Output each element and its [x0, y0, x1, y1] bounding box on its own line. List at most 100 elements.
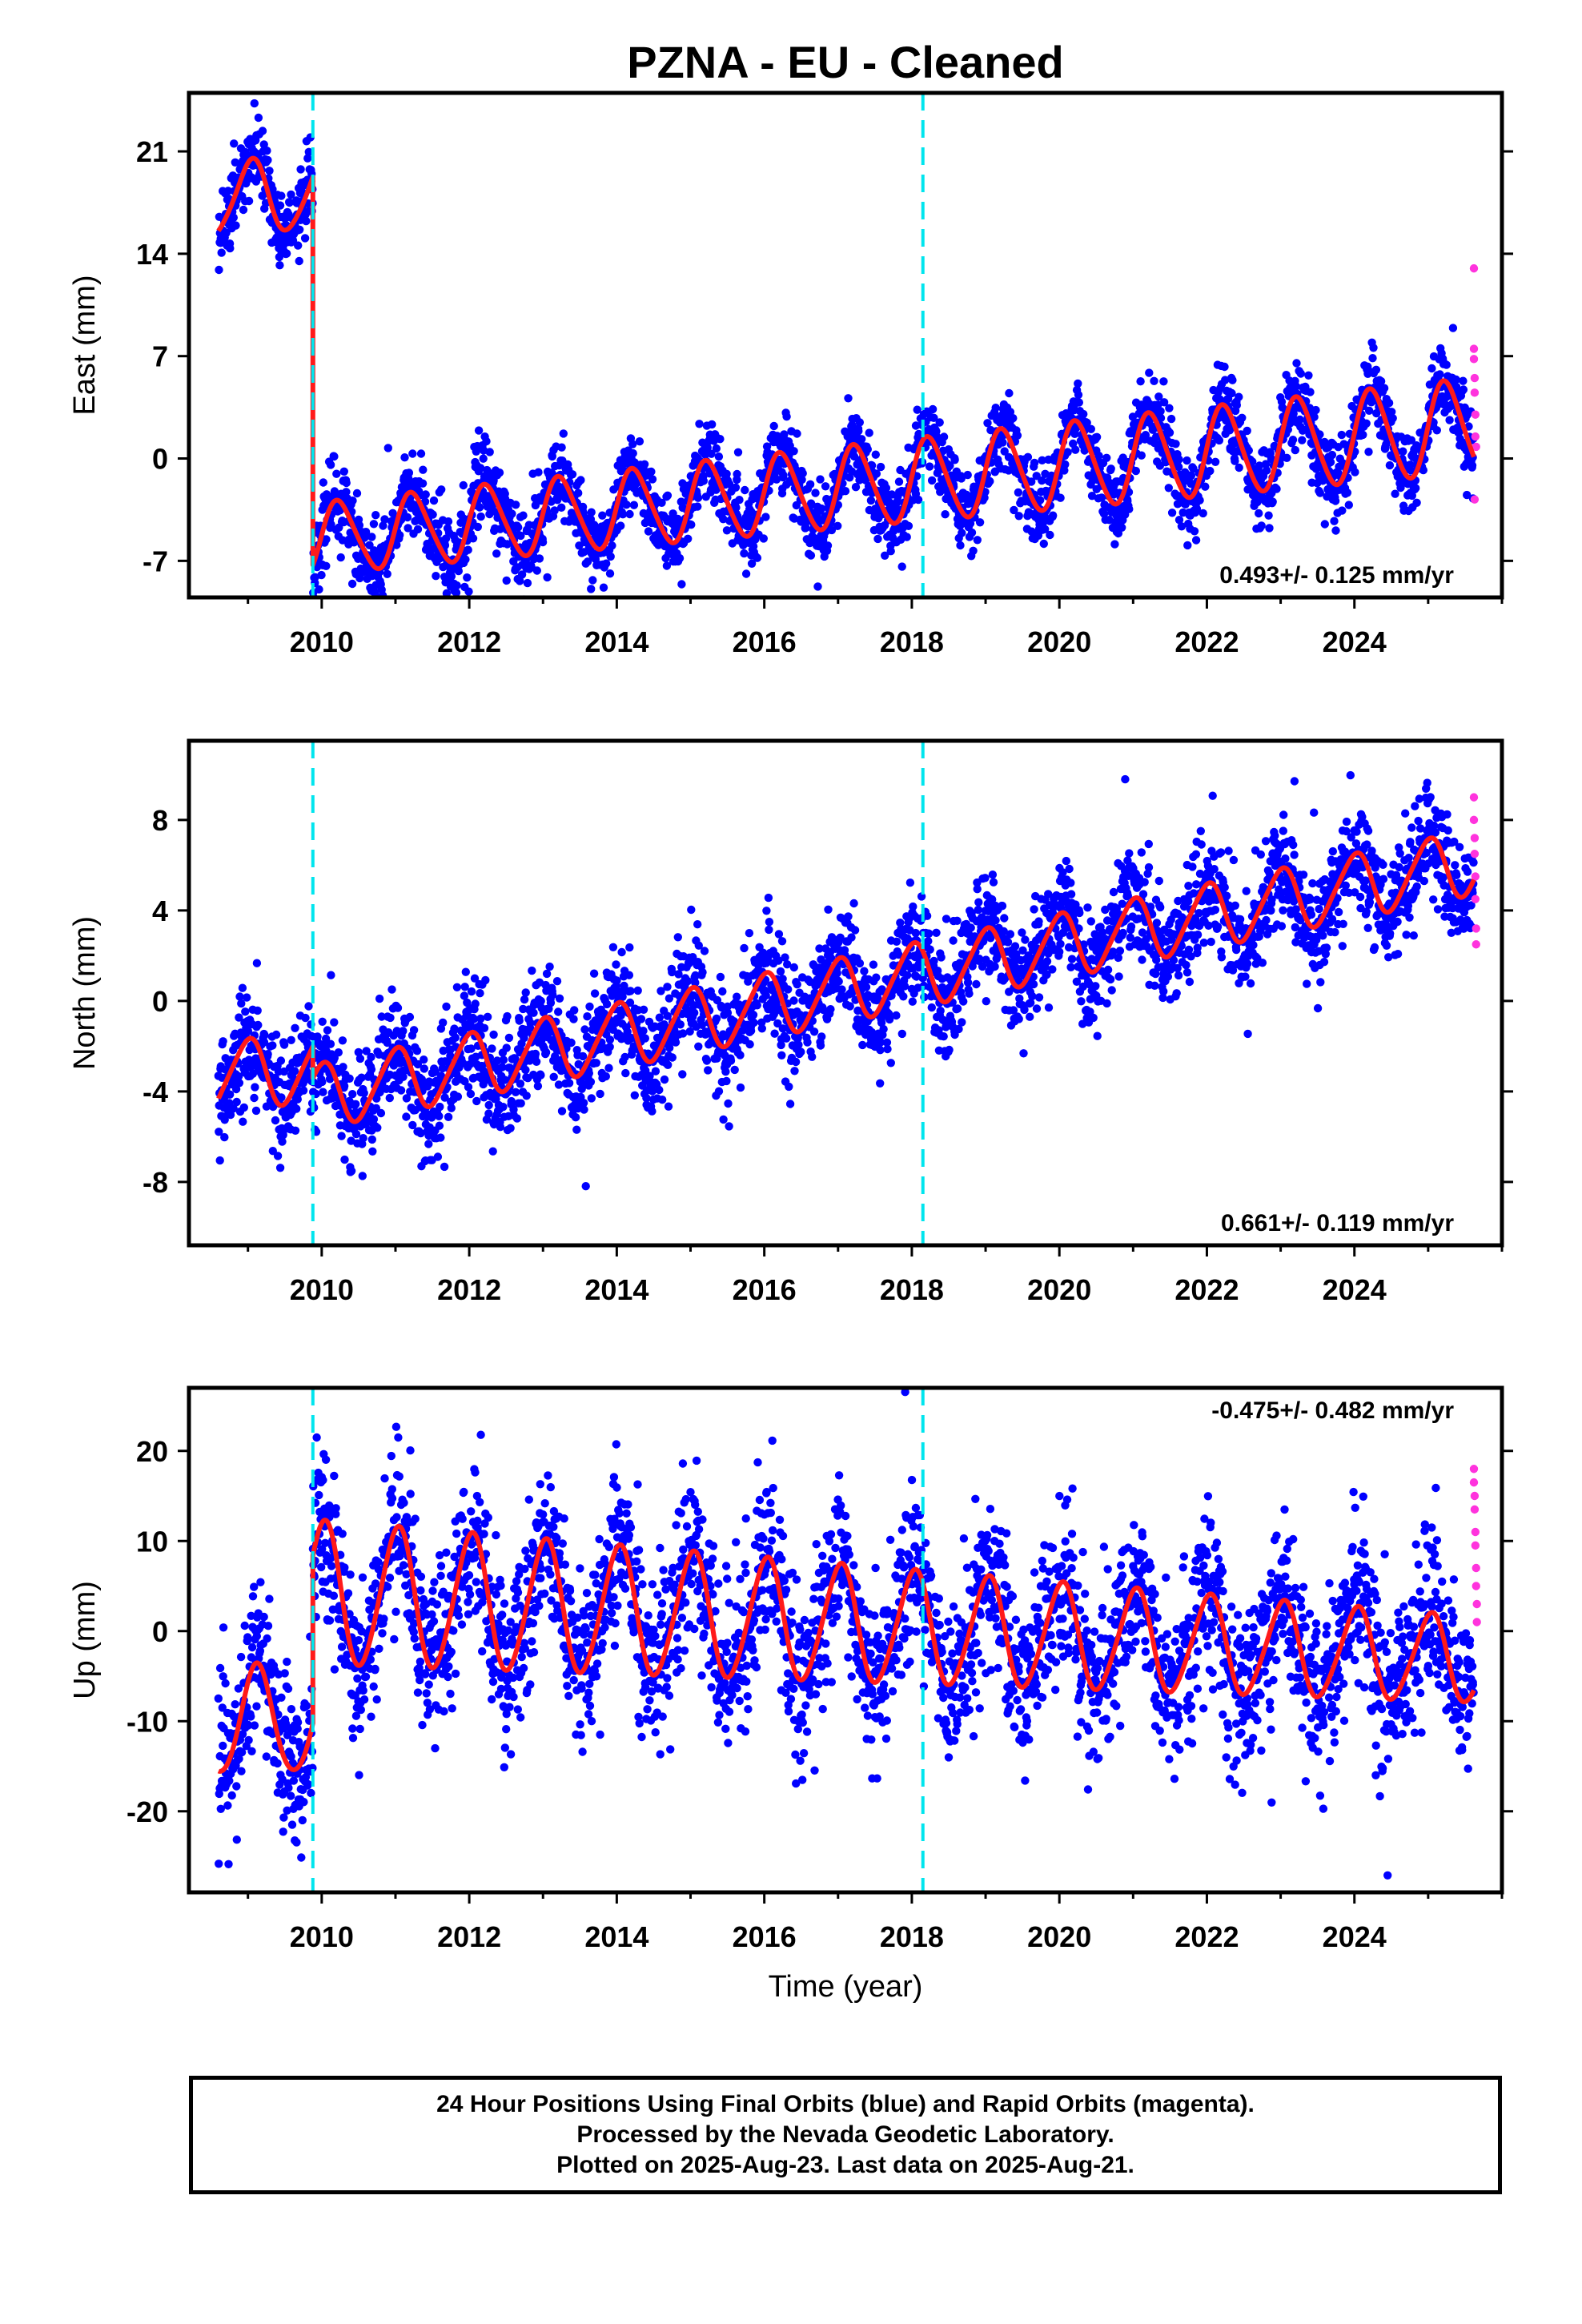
final-orbit-point: [340, 1155, 349, 1164]
final-orbit-point: [1364, 406, 1374, 415]
final-orbit-point: [495, 468, 504, 477]
final-orbit-point: [946, 461, 954, 470]
final-orbit-point: [347, 579, 357, 589]
final-orbit-point: [745, 1039, 754, 1049]
final-orbit-point: [1379, 384, 1389, 392]
final-orbit-point: [263, 1050, 272, 1059]
plot-area: [215, 93, 1480, 623]
final-orbit-point: [275, 261, 284, 270]
final-orbit-point: [1150, 376, 1158, 385]
final-orbit-point: [528, 966, 536, 975]
final-orbit-point: [630, 1091, 639, 1100]
final-orbit-point: [851, 483, 861, 492]
final-orbit-point: [1255, 509, 1263, 518]
final-orbit-point: [1385, 460, 1395, 470]
final-orbit-point: [576, 476, 585, 485]
final-orbit-point: [991, 404, 1000, 412]
final-orbit-point: [687, 905, 696, 915]
final-orbit-point: [252, 959, 262, 967]
final-orbit-point: [318, 1017, 327, 1027]
final-orbit-point: [1388, 414, 1397, 423]
final-orbit-point: [590, 989, 600, 998]
final-orbit-point: [1183, 541, 1192, 550]
final-orbit-point: [849, 899, 858, 908]
final-orbit-point: [361, 528, 371, 537]
final-orbit-point: [966, 519, 975, 528]
final-orbit-point: [823, 541, 833, 550]
final-orbit-point: [1359, 430, 1367, 440]
final-orbit-point: [251, 1083, 259, 1092]
final-orbit-point: [769, 421, 778, 431]
final-orbit-point: [263, 147, 271, 155]
final-orbit-point: [664, 1102, 673, 1111]
final-orbit-point: [215, 615, 223, 623]
final-orbit-point: [585, 1002, 594, 1011]
final-orbit-point: [1030, 458, 1039, 468]
final-orbit-point: [345, 1074, 354, 1084]
final-orbit-point: [1291, 445, 1300, 455]
final-orbit-point: [1343, 489, 1352, 497]
final-orbit-point: [718, 987, 727, 996]
final-orbit-point: [687, 521, 696, 529]
final-orbit-point: [404, 524, 412, 533]
final-orbit-point: [319, 478, 327, 487]
final-orbit-point: [451, 1033, 460, 1042]
final-orbit-point: [844, 912, 853, 921]
final-orbit-point: [612, 960, 620, 969]
final-orbit-point: [1102, 453, 1111, 462]
final-orbit-point: [707, 449, 716, 458]
final-orbit-point: [285, 198, 294, 207]
final-orbit-point: [837, 985, 846, 994]
final-orbit-point: [813, 582, 822, 591]
final-orbit-point: [808, 1052, 817, 1061]
final-orbit-point: [1331, 497, 1340, 505]
final-orbit-point: [712, 485, 721, 494]
final-orbit-point: [587, 585, 596, 593]
final-orbit-point: [367, 1052, 375, 1062]
final-orbit-point: [583, 557, 592, 566]
final-orbit-point: [764, 893, 773, 903]
final-orbit-point: [1262, 466, 1271, 475]
final-orbit-point: [442, 1002, 451, 1011]
final-orbit-point: [1009, 414, 1018, 423]
final-orbit-point: [468, 534, 478, 543]
x-tick-label: 2020: [1027, 625, 1091, 658]
final-orbit-point: [913, 495, 923, 505]
final-orbit-point: [1074, 398, 1084, 407]
final-orbit-point: [1092, 432, 1102, 441]
x-tick-label: 2014: [584, 625, 648, 658]
final-orbit-point: [408, 449, 417, 458]
final-orbit-point: [928, 404, 938, 414]
final-orbit-point: [396, 531, 404, 540]
x-tick-label: 2022: [1174, 625, 1239, 658]
final-orbit-point: [1199, 509, 1207, 518]
final-orbit-point: [749, 1018, 758, 1027]
final-orbit-point: [238, 983, 247, 992]
final-orbit-point: [253, 1006, 262, 1015]
final-orbit-point: [230, 139, 239, 148]
final-orbit-point: [439, 1018, 448, 1027]
rate-label: 0.493+/- 0.125 mm/yr: [1219, 562, 1454, 589]
final-orbit-point: [1137, 451, 1146, 460]
final-orbit-point: [295, 256, 303, 266]
final-orbit-point: [359, 1134, 367, 1143]
y-tick-label: 7: [152, 340, 168, 373]
final-orbit-point: [555, 994, 564, 1003]
final-orbit-point: [435, 1121, 444, 1130]
final-orbit-point: [785, 1100, 795, 1108]
final-orbit-point: [569, 1015, 578, 1023]
final-orbit-point: [371, 511, 380, 520]
final-orbit-point: [716, 972, 725, 982]
final-orbit-point: [602, 999, 612, 1009]
final-orbit-point: [548, 452, 556, 461]
final-orbit-point: [741, 569, 751, 578]
final-orbit-point: [1432, 426, 1442, 435]
final-orbit-point: [770, 1029, 779, 1038]
final-orbit-point: [725, 480, 734, 489]
final-orbit-point: [845, 1002, 854, 1011]
final-orbit-point: [275, 201, 285, 210]
final-orbit-point: [318, 1077, 327, 1087]
final-orbit-point: [580, 1105, 588, 1114]
final-orbit-point: [574, 489, 583, 497]
